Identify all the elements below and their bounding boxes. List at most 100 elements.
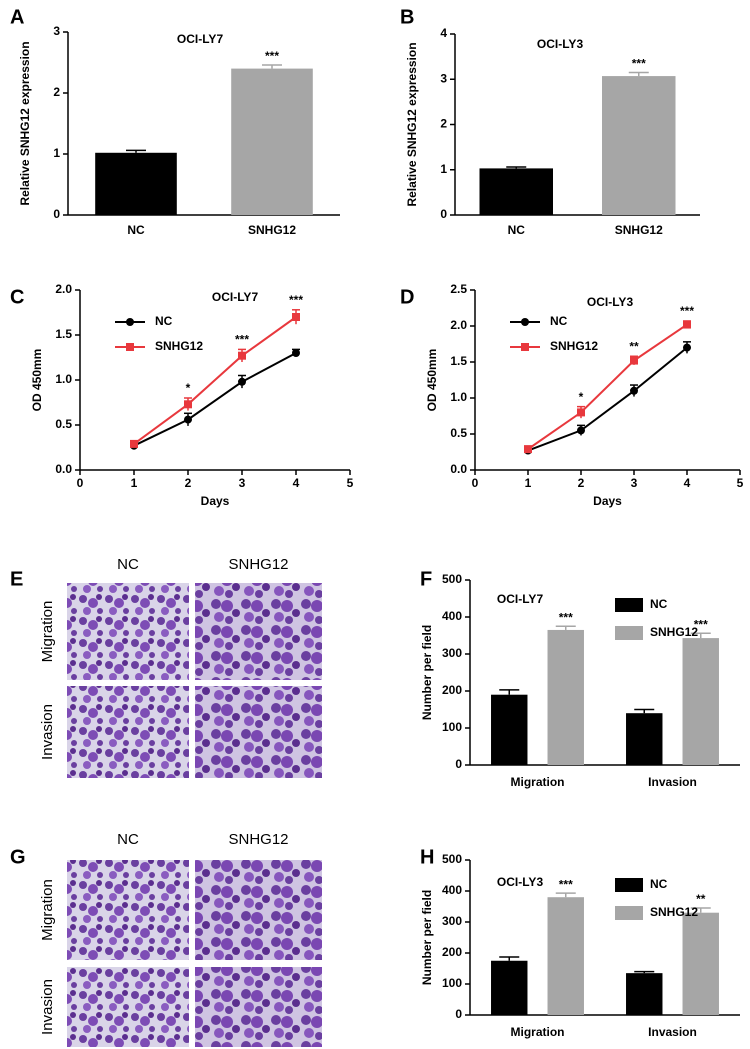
bar xyxy=(626,713,663,765)
line xyxy=(527,323,688,450)
panel-letter: F xyxy=(420,568,432,590)
significance: ** xyxy=(696,892,706,906)
legend-label: SNHG12 xyxy=(155,339,203,353)
y-tick-label: 200 xyxy=(442,683,462,697)
y-tick-label: 0.5 xyxy=(55,417,72,431)
x-tick-label: 2 xyxy=(578,476,585,490)
bar xyxy=(547,897,584,1015)
micrograph xyxy=(195,860,322,960)
x-tick-label: 1 xyxy=(131,476,138,490)
point xyxy=(238,351,246,360)
chart-title: OCI-LY7 xyxy=(177,32,224,46)
y-tick-label: 1.0 xyxy=(55,372,72,386)
x-tick-label: 0 xyxy=(472,476,479,490)
legend-label: SNHG12 xyxy=(550,339,598,353)
significance: *** xyxy=(559,610,573,624)
chart-title: OCI-LY7 xyxy=(497,592,544,606)
y-tick-label: 500 xyxy=(442,852,462,866)
point xyxy=(577,426,585,435)
x-tick-label: 3 xyxy=(239,476,246,490)
micrograph xyxy=(67,583,189,680)
significance: *** xyxy=(265,49,279,63)
x-tick-label: Migration xyxy=(511,775,565,789)
x-tick-label: NC xyxy=(508,223,526,237)
micrograph xyxy=(67,686,189,778)
y-tick-label: 200 xyxy=(442,945,462,959)
legend-swatch xyxy=(615,878,643,892)
x-tick-label: 3 xyxy=(631,476,638,490)
significance: *** xyxy=(235,333,249,347)
chart-title: OCI-LY3 xyxy=(537,37,584,51)
legend-label: NC xyxy=(650,877,668,891)
column-label: NC xyxy=(117,831,139,848)
micrograph xyxy=(67,860,189,960)
significance: *** xyxy=(289,293,303,307)
line xyxy=(133,352,297,447)
x-axis-label: Days xyxy=(593,494,622,508)
y-tick-label: 2 xyxy=(53,85,60,99)
x-axis-label: Days xyxy=(201,494,230,508)
bar xyxy=(602,76,676,216)
point xyxy=(630,356,638,365)
legend-label: NC xyxy=(650,597,668,611)
legend-label: SNHG12 xyxy=(650,905,698,919)
panel-letter: D xyxy=(400,286,414,308)
legend-label: NC xyxy=(550,314,568,328)
line xyxy=(527,346,688,452)
column-label: NC xyxy=(117,556,139,573)
y-tick-label: 1 xyxy=(440,162,447,176)
point xyxy=(292,313,300,321)
y-tick-label: 400 xyxy=(442,883,462,897)
panel-letter: C xyxy=(10,286,24,308)
legend-marker xyxy=(521,318,529,326)
point xyxy=(292,349,300,357)
y-tick-label: 300 xyxy=(442,914,462,928)
chart-title: OCI-LY3 xyxy=(497,875,544,889)
significance: *** xyxy=(694,617,708,631)
y-axis-label: Number per field xyxy=(420,890,434,985)
x-tick-label: Migration xyxy=(511,1025,565,1039)
y-tick-label: 0 xyxy=(455,1007,462,1021)
legend-marker xyxy=(126,318,134,326)
legend-swatch xyxy=(615,598,643,612)
y-tick-label: 0.5 xyxy=(450,426,467,440)
significance: *** xyxy=(559,877,573,891)
y-tick-label: 400 xyxy=(442,609,462,623)
point xyxy=(630,386,638,395)
chart-title: OCI-LY3 xyxy=(587,295,634,309)
y-tick-label: 2 xyxy=(440,117,447,131)
significance: *** xyxy=(632,57,646,71)
row-label: Invasion xyxy=(39,979,56,1035)
row-label: Migration xyxy=(39,879,56,941)
y-tick-label: 0.0 xyxy=(55,462,72,476)
micrograph xyxy=(195,967,322,1047)
bar xyxy=(682,638,719,765)
row-label: Migration xyxy=(39,601,56,663)
y-tick-label: 1.5 xyxy=(450,354,467,368)
y-axis-label: Number per field xyxy=(420,625,434,720)
point xyxy=(184,400,192,409)
x-tick-label: 5 xyxy=(347,476,354,490)
panel-letter: H xyxy=(420,846,434,868)
significance: * xyxy=(579,390,584,404)
point xyxy=(130,439,138,448)
y-tick-label: 3 xyxy=(440,71,447,85)
point xyxy=(683,343,691,352)
y-tick-label: 0 xyxy=(440,207,447,221)
significance: ** xyxy=(629,339,639,353)
y-tick-label: 100 xyxy=(442,720,462,734)
y-axis-label: OD 450mm xyxy=(425,349,439,412)
x-tick-label: 4 xyxy=(293,476,300,490)
significance: * xyxy=(186,381,191,395)
panel-letter: G xyxy=(10,846,26,868)
y-tick-label: 0 xyxy=(455,757,462,771)
line xyxy=(133,316,297,445)
x-tick-label: SNHG12 xyxy=(248,223,296,237)
legend-marker xyxy=(126,343,134,351)
y-tick-label: 2.0 xyxy=(55,282,72,296)
y-tick-label: 2.0 xyxy=(450,318,467,332)
x-tick-label: 4 xyxy=(684,476,691,490)
y-tick-label: 2.5 xyxy=(450,282,467,296)
bar xyxy=(491,960,528,1015)
x-tick-label: NC xyxy=(127,223,145,237)
